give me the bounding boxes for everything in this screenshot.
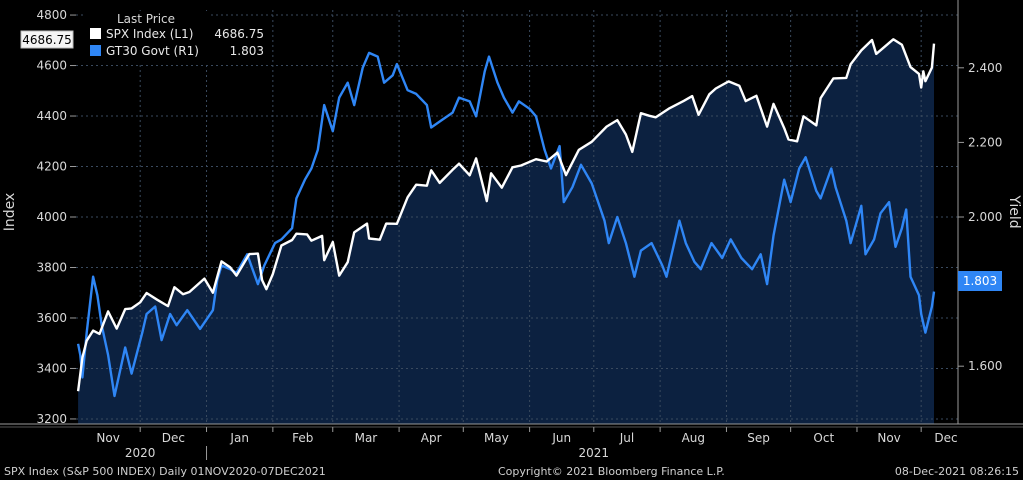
x-tick-label: Jul: [619, 431, 634, 445]
spx-area-fill: [78, 39, 935, 425]
right-tick-label: 1.600: [968, 359, 1002, 373]
footer-security: SPX Index (S&P 500 INDEX) Daily 01NOV202…: [4, 465, 326, 478]
footer: SPX Index (S&P 500 INDEX) Daily 01NOV202…: [0, 462, 1023, 480]
x-tick-label: Apr: [421, 431, 442, 445]
lines-layer: [76, 38, 936, 398]
right-axis-label: Yield: [1006, 194, 1022, 228]
legend-name-gt30: GT30 Govt (R1): [106, 44, 199, 58]
x-tick-label: Dec: [934, 431, 957, 445]
legend-swatch-spx: [90, 28, 101, 39]
last-value-label-left: 4686.75: [20, 30, 74, 49]
x-tick-label: May: [484, 431, 509, 445]
left-axis-label: Index: [2, 193, 18, 232]
last-value-text-right: 1.803: [963, 274, 997, 288]
left-tick-label: 3800: [36, 260, 67, 274]
legend-name-spx: SPX Index (L1): [106, 27, 193, 41]
legend-background: [84, 11, 208, 63]
left-tick-label: 4600: [36, 59, 67, 73]
x-year-label: 2020: [125, 446, 156, 460]
x-tick-label: Nov: [96, 431, 119, 445]
left-tick-label: 4200: [36, 160, 67, 174]
series-line-gt30: [76, 51, 936, 398]
legend-value-bg-gt30: [208, 45, 266, 59]
left-tick-label: 3400: [36, 361, 67, 375]
right-tick-label: 2.000: [968, 210, 1002, 224]
x-tick-label: Aug: [682, 431, 705, 445]
x-tick-label: Jan: [229, 431, 249, 445]
left-tick-label: 4800: [36, 8, 67, 22]
x-tick-label: Oct: [813, 431, 834, 445]
left-tick-label: 4000: [36, 210, 67, 224]
legend: Last Price SPX Index (L1) 4686.75 GT30 G…: [84, 11, 266, 63]
x-tick-label: Nov: [877, 431, 900, 445]
legend-value-bg-spx: [208, 28, 266, 42]
last-value-box-left: [20, 30, 74, 49]
legend-header: Last Price: [117, 12, 175, 26]
legend-value-gt30: 1.803: [230, 44, 264, 58]
legend-value-spx: 4686.75: [214, 27, 264, 41]
x-tick-label: Jun: [551, 431, 571, 445]
x-tick-label: Dec: [162, 431, 185, 445]
footer-copyright: Copyright© 2021 Bloomberg Finance L.P.: [498, 465, 725, 478]
left-tick-label: 3200: [36, 412, 67, 426]
x-tick-label: Mar: [355, 431, 378, 445]
x-tick-label: Feb: [292, 431, 313, 445]
right-tick-label: 2.400: [968, 61, 1002, 75]
area-layer: [78, 39, 935, 425]
axis-layer: 3200 3400 3600 3800 4000 4200 4400 4600 4800 1.60…: [0, 0, 1023, 460]
chart: 3200 3400 3600 3800 4000 4200 4400 4600 4800 1.60…: [0, 0, 1023, 462]
last-value-text-left: 4686.75: [22, 33, 72, 47]
left-tick-label: 3600: [36, 311, 67, 325]
last-value-box-right: [958, 271, 1002, 291]
right-tick-label: 2.200: [968, 135, 1002, 149]
x-tick-label: Sep: [747, 431, 770, 445]
last-value-label-right: 1.803: [958, 271, 1002, 291]
grid-layer: [76, 10, 958, 424]
left-tick-label: 4400: [36, 109, 67, 123]
x-year-label: 2021: [579, 446, 610, 460]
legend-swatch-gt30: [90, 45, 101, 56]
footer-timestamp: 08-Dec-2021 08:26:15: [894, 465, 1019, 478]
series-line-spx: [76, 38, 936, 392]
